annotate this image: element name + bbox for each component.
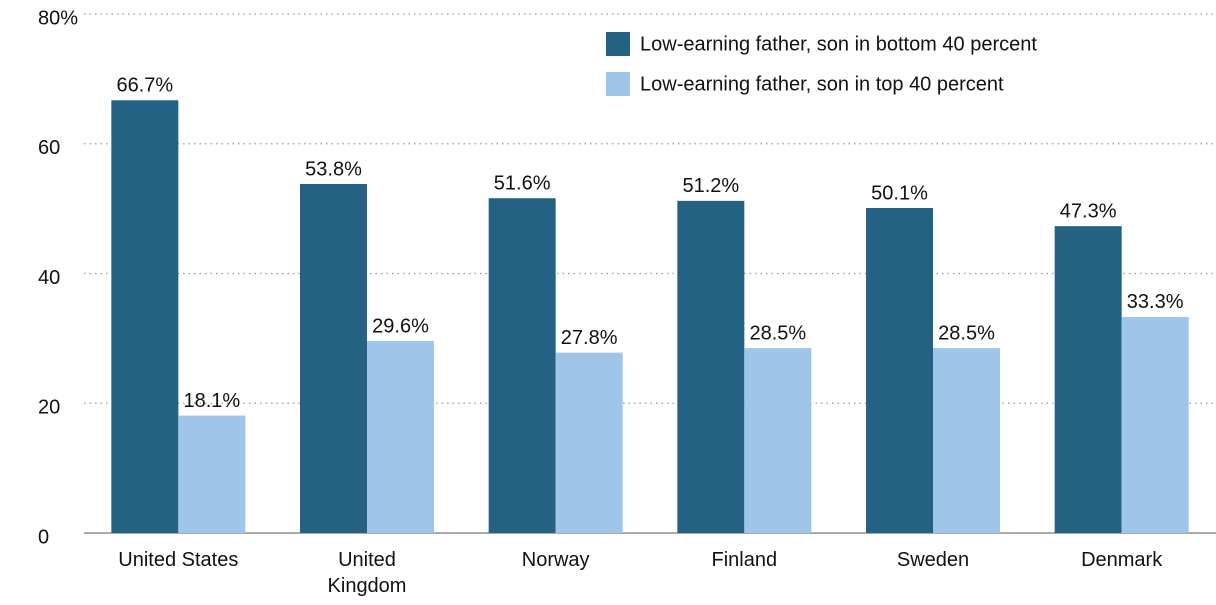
bar	[111, 100, 179, 533]
value-label: 28.5%	[749, 322, 806, 344]
value-label: 28.5%	[938, 322, 995, 344]
legend-label: Low-earning father, son in bottom 40 per…	[640, 33, 1037, 55]
bar	[300, 183, 367, 533]
bar	[744, 348, 812, 533]
value-label: 51.6%	[494, 173, 551, 195]
x-tick-label: Denmark	[1081, 549, 1163, 571]
bar	[488, 198, 556, 533]
value-label: 33.3%	[1127, 291, 1184, 313]
bar	[677, 200, 745, 533]
x-tick-label: Norway	[521, 549, 590, 571]
x-tick-label: Finland	[711, 549, 778, 571]
x-tick-label: United Kingdom	[327, 549, 407, 597]
legend-label: Low-earning father, son in top 40 percen…	[640, 73, 1004, 95]
bar	[555, 352, 623, 533]
bar	[367, 340, 434, 533]
y-tick-label: 60	[38, 137, 60, 159]
value-label: 66.7%	[116, 75, 173, 97]
y-tick-label: 20	[38, 397, 60, 419]
bar	[866, 207, 933, 533]
y-tick-label: 40	[38, 267, 60, 289]
y-tick-label: 0	[38, 526, 49, 548]
bar	[1121, 316, 1189, 533]
value-label: 53.8%	[305, 158, 362, 180]
value-label: 29.6%	[372, 315, 429, 337]
x-tick-label: Sweden	[896, 549, 970, 571]
value-label: 27.8%	[561, 327, 618, 349]
bar	[933, 348, 1000, 533]
y-tick-label: 80%	[38, 7, 78, 29]
value-label: 50.1%	[871, 182, 928, 204]
value-label: 18.1%	[183, 390, 240, 412]
bar	[1054, 226, 1122, 534]
bar	[178, 415, 246, 533]
legend-swatch	[606, 32, 630, 56]
value-label: 47.3%	[1060, 200, 1117, 222]
value-label: 51.2%	[682, 175, 739, 197]
legend-swatch	[606, 72, 630, 96]
x-tick-label: United States	[118, 549, 239, 571]
